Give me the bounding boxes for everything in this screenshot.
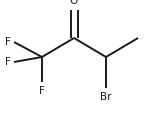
Text: F: F [39,86,45,96]
Text: F: F [5,57,11,67]
Text: F: F [5,37,11,47]
Text: O: O [70,0,78,6]
Text: Br: Br [100,92,112,102]
